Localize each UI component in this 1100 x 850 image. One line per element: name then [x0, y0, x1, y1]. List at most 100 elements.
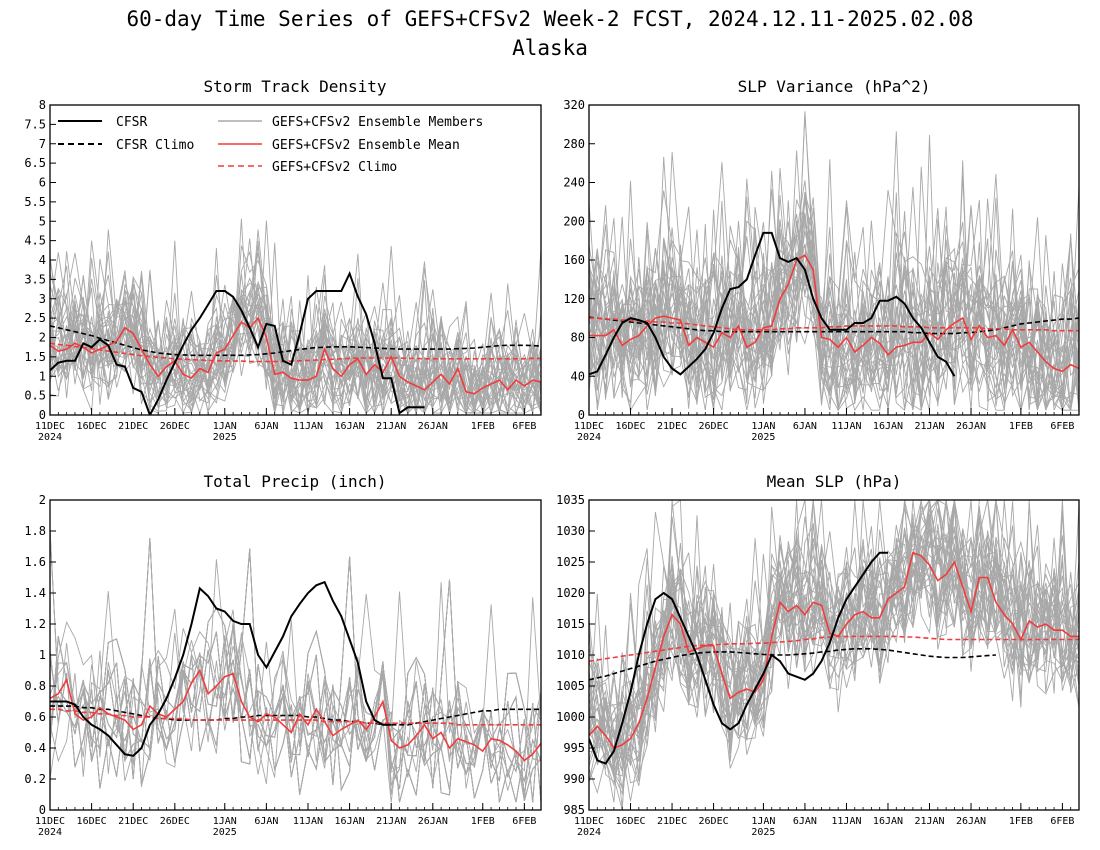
y-tick-label: 4.5 [24, 234, 46, 248]
panel-slp-variance: SLP Variance (hPa^2) 0 40 80 120 160 200 240 28… [563, 77, 1080, 443]
series-line-ens-mean [589, 551, 1079, 749]
y-tick-label: 160 [563, 253, 585, 267]
x-tick-label: 6JAN [254, 816, 278, 827]
x-tick-label: 11DEC [574, 816, 604, 827]
ensemble-members [589, 500, 1079, 810]
ensemble-member-line [589, 500, 1079, 763]
legend-label-cfsr: CFSR [116, 115, 147, 130]
x-tick-label: 26JAN [956, 816, 986, 827]
x-tick-label: 11JAN [293, 816, 323, 827]
y-tick-label: 6 [39, 176, 46, 190]
y-tick-label: 1 [39, 648, 46, 662]
y-tick-label: 1.6 [24, 555, 46, 569]
ensemble-member-line [589, 196, 1079, 411]
y-tick-label: 1010 [556, 648, 585, 662]
series-line-cfsr-climo [50, 705, 541, 726]
ensemble-member-line [589, 194, 1079, 411]
x-tick-label: 16JAN [873, 816, 903, 827]
panel-title: Storm Track Density [203, 77, 386, 96]
panel-mean-slp: Mean SLP (hPa) 985 990 995 1000 1005 1010 1015… [556, 472, 1080, 838]
y-tick-label: 995 [563, 741, 585, 755]
ensemble-member-line [50, 607, 541, 803]
x-year-label: 2024 [38, 827, 62, 838]
x-tick-label: 16DEC [77, 421, 107, 432]
y-tick-label: 40 [571, 369, 585, 383]
x-tick-label: 21JAN [914, 421, 944, 432]
ensemble-member-line [589, 113, 1079, 399]
x-tick-label: 21DEC [118, 421, 148, 432]
ensemble-member-line [589, 500, 1079, 769]
ensemble-member-line [589, 500, 1079, 770]
series-line-cfsr [50, 580, 392, 757]
y-tick-label: 120 [563, 292, 585, 306]
y-tick-label: 8 [39, 98, 46, 112]
x-tick-label: 21DEC [657, 816, 687, 827]
legend-label-members: GEFS+CFSv2 Ensemble Members [272, 115, 483, 130]
y-tick-label: 0 [578, 408, 585, 422]
x-year-label: 2024 [38, 432, 62, 443]
y-tick-label: 1035 [556, 493, 585, 507]
x-tick-label: 1JAN [751, 421, 775, 432]
ensemble-member-line [50, 259, 541, 415]
ensemble-member-line [50, 537, 541, 803]
ensemble-member-line [50, 556, 541, 803]
y-tick-label: 320 [563, 98, 585, 112]
x-tick-label: 26DEC [160, 421, 190, 432]
y-tick-label: 280 [563, 137, 585, 151]
x-tick-label: 16DEC [77, 816, 107, 827]
y-tick-label: 1020 [556, 586, 585, 600]
ensemble-members [50, 530, 541, 803]
x-tick-label: 11JAN [831, 816, 861, 827]
y-tick-label: 0.2 [24, 772, 46, 786]
x-tick-label: 1JAN [213, 816, 237, 827]
y-tick-label: 0.4 [24, 741, 46, 755]
panel-title: SLP Variance (hPa^2) [738, 77, 931, 96]
x-year-label: 2025 [751, 827, 775, 838]
x-tick-label: 6FEB [1050, 421, 1074, 432]
y-tick-label: 6.5 [24, 156, 46, 170]
series-line-ens-mean [50, 316, 541, 395]
x-tick-label: 1JAN [213, 421, 237, 432]
ensemble-member-line [50, 607, 541, 803]
y-tick-label: 1.2 [24, 617, 46, 631]
ensemble-member-line [589, 220, 1079, 411]
ensemble-member-line [589, 500, 1079, 787]
ensemble-member-line [50, 242, 541, 415]
ensemble-member-line [589, 214, 1079, 411]
figure-title: 60-day Time Series of GEFS+CFSv2 Week-2 … [126, 7, 973, 31]
y-tick-label: 3.5 [24, 272, 46, 286]
x-tick-label: 26JAN [418, 421, 448, 432]
ensemble-member-line [589, 500, 1079, 778]
y-tick-label: 1.4 [24, 586, 46, 600]
ensemble-member-line [50, 548, 541, 803]
x-tick-label: 21JAN [376, 421, 406, 432]
legend: CFSR CFSR Climo GEFS+CFSv2 Ensemble Memb… [58, 115, 483, 175]
y-tick-label: 1.8 [24, 524, 46, 538]
y-tick-label: 1030 [556, 524, 585, 538]
y-tick-label: 2 [39, 493, 46, 507]
y-tick-label: 4 [39, 253, 46, 267]
ensemble-member-line [50, 271, 541, 415]
series-line-gefs-climo [50, 708, 541, 726]
x-year-label: 2025 [213, 827, 237, 838]
x-tick-label: 6FEB [512, 816, 536, 827]
figure-subtitle: Alaska [512, 36, 588, 60]
series-line-cfsr [589, 551, 888, 765]
panel-total-precip: Total Precip (inch) 0 0.2 0.4 0.6 0.8 1 1.2 1.4… [24, 472, 542, 838]
x-tick-label: 1FEB [1009, 816, 1033, 827]
x-tick-label: 1FEB [1009, 421, 1033, 432]
x-tick-label: 21DEC [657, 421, 687, 432]
y-tick-label: 1025 [556, 555, 585, 569]
y-tick-label: 0.5 [24, 389, 46, 403]
ensemble-member-line [50, 272, 541, 414]
y-tick-label: 5.5 [24, 195, 46, 209]
panel-title: Total Precip (inch) [203, 472, 386, 491]
ensemble-members [50, 218, 541, 415]
x-tick-label: 26JAN [418, 816, 448, 827]
x-tick-label: 1JAN [751, 816, 775, 827]
x-tick-label: 6JAN [254, 421, 278, 432]
x-tick-label: 6FEB [1050, 816, 1074, 827]
ensemble-member-line [50, 537, 541, 803]
y-tick-label: 1.5 [24, 350, 46, 364]
